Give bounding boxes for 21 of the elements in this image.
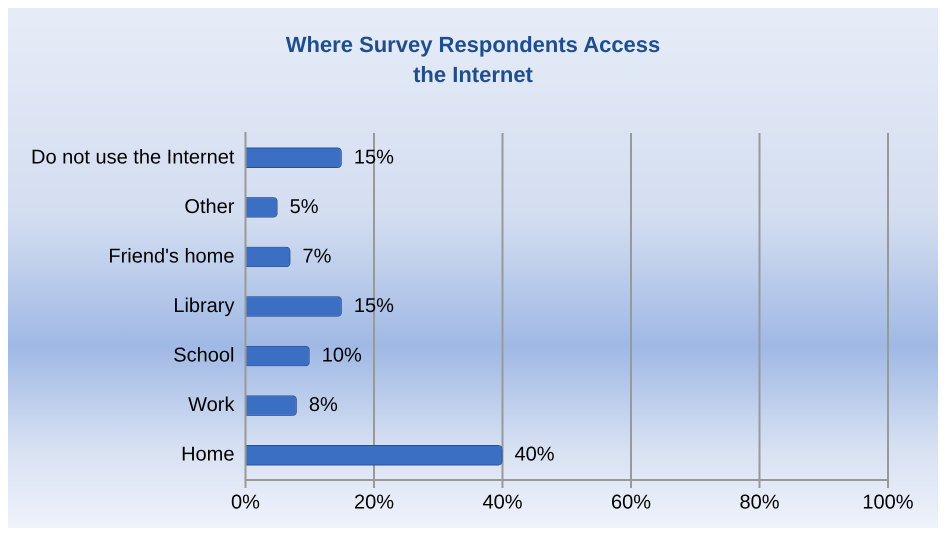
x-tick-label: 100% (862, 492, 914, 514)
x-tick-label: 0% (231, 492, 260, 514)
y-tick-label: Library (173, 295, 234, 318)
y-tick-label: Work (188, 394, 236, 416)
y-tick-label: Other (184, 196, 235, 218)
x-tick-label: 80% (739, 492, 780, 514)
x-tick-label: 20% (354, 492, 394, 514)
data-label: 5% (290, 196, 319, 218)
data-label: 10% (322, 344, 362, 367)
data-label: 7% (302, 245, 332, 268)
data-label: 40% (514, 444, 555, 466)
data-label: 15% (354, 146, 394, 168)
y-tick-label: Do not use the Internet (31, 146, 235, 168)
data-label: 8% (308, 394, 338, 416)
x-tick-label: 40% (482, 492, 523, 514)
y-tick-label: Home (181, 444, 234, 466)
y-tick-label: Friend's home (108, 245, 234, 268)
chart-title: Where Survey Respondents Access the Internet (284, 31, 662, 89)
data-label: 15% (354, 295, 394, 318)
x-tick-label: 60% (610, 492, 652, 514)
y-tick-label: School (173, 344, 234, 367)
